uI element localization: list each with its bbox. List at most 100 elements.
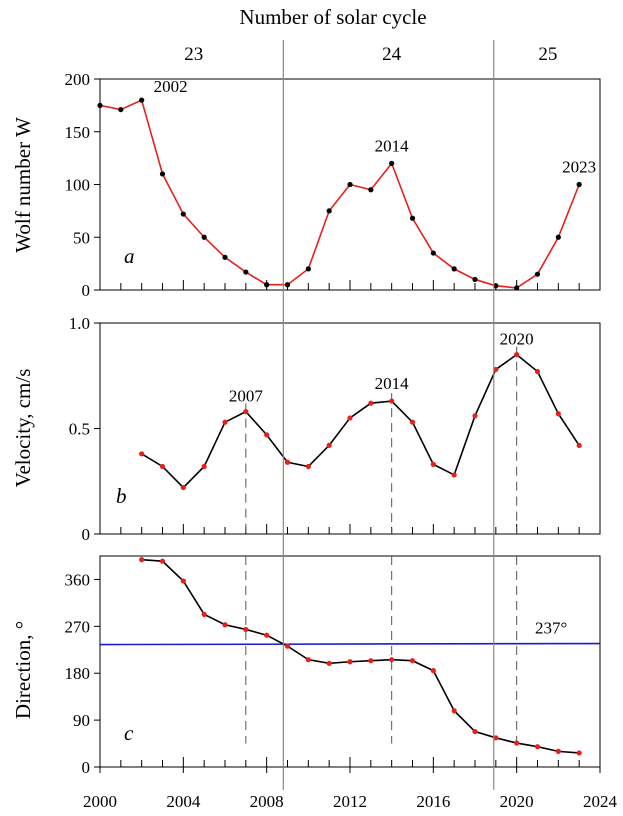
data-point xyxy=(201,234,207,240)
data-point xyxy=(451,266,457,272)
x-axis-ticks: 2000 2004 2008 2012 2016 2020 2024 xyxy=(83,767,618,811)
data-point xyxy=(451,708,457,714)
annotation-2014: 2014 xyxy=(375,136,410,155)
annotation-2007: 2007 xyxy=(229,387,264,406)
data-point xyxy=(514,285,520,291)
data-point xyxy=(368,400,374,406)
data-point xyxy=(97,102,103,108)
data-point xyxy=(514,740,520,746)
data-point xyxy=(368,658,374,664)
data-point xyxy=(555,411,561,417)
ytick-label: 90 xyxy=(73,711,90,730)
panel-c-label: c xyxy=(124,721,134,745)
figure-title: Number of solar cycle xyxy=(239,5,426,29)
data-point xyxy=(264,432,270,438)
data-point xyxy=(534,271,541,277)
cycle-label-25: 25 xyxy=(538,44,557,65)
series-line xyxy=(141,558,580,754)
data-point xyxy=(180,484,186,491)
panel-b-label: b xyxy=(116,484,127,508)
data-point xyxy=(243,269,249,275)
xtick-label: 2024 xyxy=(583,792,618,811)
data-point xyxy=(472,413,478,419)
ytick-label: 1.0 xyxy=(69,314,90,333)
data-point xyxy=(264,282,270,288)
data-point xyxy=(514,352,520,358)
xtick-label: 2012 xyxy=(333,792,367,811)
data-point xyxy=(430,250,436,256)
data-point xyxy=(139,557,145,563)
data-point xyxy=(576,442,582,448)
data-point xyxy=(222,419,228,425)
data-point xyxy=(451,472,457,478)
panel-b-ylabel: Velocity, cm/s xyxy=(11,369,35,488)
panel-a-label: a xyxy=(124,244,135,268)
xtick-label: 2000 xyxy=(83,792,117,811)
data-point xyxy=(389,398,395,404)
series-line xyxy=(99,98,580,289)
data-point xyxy=(201,463,207,470)
data-point xyxy=(264,632,270,638)
panel-b-velocity: 0 0.5 1.0 2007 2014 2020 Velocity, cm/s b xyxy=(11,314,601,544)
data-point xyxy=(139,97,145,103)
data-point xyxy=(284,643,291,649)
data-point xyxy=(243,409,249,415)
ytick-label: 180 xyxy=(65,664,91,683)
data-point xyxy=(159,171,166,177)
data-point xyxy=(180,211,186,217)
reference-line xyxy=(99,642,601,646)
data-point xyxy=(305,463,311,470)
ytick-label: 0.5 xyxy=(69,420,90,439)
annotation-2023: 2023 xyxy=(562,158,596,177)
data-point xyxy=(284,459,291,465)
data-point xyxy=(222,254,228,260)
data-point xyxy=(389,160,395,166)
data-point xyxy=(201,611,207,617)
data-point xyxy=(576,750,582,756)
data-point xyxy=(305,266,311,272)
ytick-label: 150 xyxy=(65,123,91,142)
ytick-label: 270 xyxy=(65,617,91,636)
data-point xyxy=(347,659,353,665)
data-point xyxy=(326,442,332,448)
data-point xyxy=(305,657,311,663)
data-point xyxy=(243,626,249,633)
ytick-label: 0 xyxy=(82,525,91,544)
ytick-label: 100 xyxy=(65,176,91,195)
cycle-boundaries xyxy=(282,40,495,790)
xtick-label: 2004 xyxy=(166,792,201,811)
data-point xyxy=(493,366,499,373)
ytick-label: 0 xyxy=(82,281,91,300)
annotation-2002: 2002 xyxy=(154,77,188,96)
data-point xyxy=(576,181,582,188)
data-point xyxy=(118,106,124,113)
data-point xyxy=(534,368,541,375)
panel-b-frame xyxy=(99,322,601,535)
panel-a-ylabel: Wolf number W xyxy=(11,117,35,253)
data-point xyxy=(409,658,416,664)
data-point xyxy=(555,234,561,240)
xtick-label: 2020 xyxy=(500,792,534,811)
data-point xyxy=(534,744,541,750)
xtick-label: 2008 xyxy=(250,792,284,811)
cycle-label-23: 23 xyxy=(184,44,203,65)
data-point xyxy=(368,187,374,193)
xtick-label: 2016 xyxy=(416,792,450,811)
data-point xyxy=(409,215,416,221)
series-line xyxy=(141,353,580,489)
annotation-2020: 2020 xyxy=(500,330,534,349)
ytick-label: 0 xyxy=(82,758,91,777)
data-point xyxy=(284,282,291,288)
data-point xyxy=(389,657,395,663)
reference-label: 237° xyxy=(535,619,567,638)
data-point xyxy=(180,578,186,584)
panel-c-ylabel: Direction, ° xyxy=(11,621,35,719)
data-point xyxy=(347,415,353,421)
data-point xyxy=(472,276,478,283)
panel-c-direction: 0 90 180 270 360 237° Direction, ° c xyxy=(11,555,601,777)
data-point xyxy=(472,728,478,735)
cycle-label-24: 24 xyxy=(382,44,402,65)
data-point xyxy=(159,558,166,564)
data-point xyxy=(159,463,166,470)
